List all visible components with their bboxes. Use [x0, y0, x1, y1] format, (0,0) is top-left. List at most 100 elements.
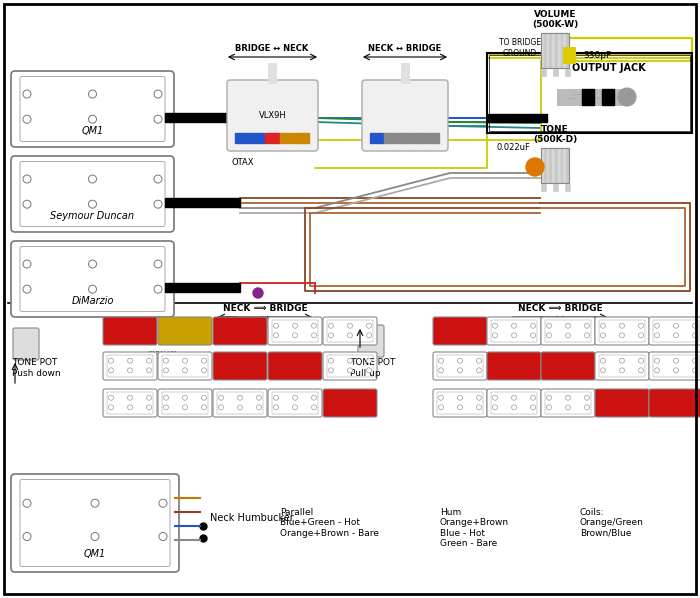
Circle shape [477, 368, 482, 373]
Circle shape [493, 405, 498, 410]
Bar [412, 133, 425, 143]
Circle shape [584, 333, 589, 338]
Circle shape [638, 324, 643, 328]
FancyBboxPatch shape [268, 317, 322, 345]
Circle shape [367, 368, 372, 373]
Circle shape [183, 358, 188, 363]
Bar [402, 65, 408, 83]
Bar [550, 148, 552, 183]
Circle shape [23, 90, 31, 98]
Circle shape [159, 499, 167, 507]
Circle shape [23, 260, 31, 268]
Bar [280, 133, 294, 143]
Circle shape [237, 405, 242, 410]
Circle shape [274, 395, 279, 400]
Bar [565, 184, 570, 191]
Circle shape [458, 368, 463, 373]
Circle shape [347, 324, 353, 328]
Circle shape [312, 395, 316, 400]
Circle shape [620, 358, 624, 363]
FancyBboxPatch shape [433, 317, 487, 345]
Text: PARALLEL
CONNECTED: PARALLEL CONNECTED [143, 351, 183, 362]
Circle shape [183, 395, 188, 400]
Circle shape [601, 324, 606, 328]
FancyBboxPatch shape [13, 328, 39, 360]
Bar [165, 113, 240, 122]
Circle shape [154, 175, 162, 183]
Circle shape [293, 405, 297, 410]
Circle shape [654, 368, 659, 373]
FancyBboxPatch shape [541, 352, 595, 380]
FancyBboxPatch shape [433, 352, 487, 380]
Circle shape [692, 333, 697, 338]
Circle shape [154, 115, 162, 123]
FancyBboxPatch shape [599, 355, 645, 377]
FancyBboxPatch shape [158, 317, 212, 345]
Circle shape [256, 405, 262, 410]
Circle shape [601, 358, 606, 363]
Text: Parallel
Blue+Green - Hot
Orange+Brown - Bare: Parallel Blue+Green - Hot Orange+Brown -… [280, 508, 379, 538]
Bar [558, 148, 561, 183]
Bar [555, 33, 558, 68]
Circle shape [547, 333, 552, 338]
FancyBboxPatch shape [213, 352, 267, 380]
Circle shape [477, 395, 482, 400]
Circle shape [620, 368, 624, 373]
Circle shape [23, 115, 31, 123]
Circle shape [108, 368, 113, 373]
Bar [426, 133, 439, 143]
Bar [487, 114, 547, 122]
Circle shape [127, 368, 132, 373]
Text: VLX9H: VLX9H [258, 111, 286, 120]
Circle shape [493, 333, 498, 338]
Bar [250, 133, 264, 143]
FancyBboxPatch shape [323, 352, 377, 380]
FancyBboxPatch shape [217, 392, 263, 414]
FancyBboxPatch shape [437, 355, 483, 377]
Circle shape [566, 395, 570, 400]
FancyBboxPatch shape [327, 355, 373, 377]
FancyBboxPatch shape [158, 389, 212, 417]
Circle shape [526, 158, 544, 176]
Bar [541, 184, 546, 191]
Bar [561, 33, 564, 68]
Bar [544, 33, 547, 68]
Circle shape [164, 395, 169, 400]
Circle shape [477, 405, 482, 410]
Bar [541, 148, 544, 183]
Circle shape [547, 395, 552, 400]
Circle shape [438, 368, 444, 373]
Bar [566, 33, 569, 68]
FancyBboxPatch shape [541, 389, 595, 417]
FancyBboxPatch shape [103, 317, 157, 345]
Text: TONE POT
Push down: TONE POT Push down [12, 358, 61, 378]
FancyBboxPatch shape [649, 317, 700, 345]
FancyBboxPatch shape [541, 317, 595, 345]
FancyBboxPatch shape [268, 352, 322, 380]
Circle shape [566, 333, 570, 338]
Circle shape [584, 395, 589, 400]
Circle shape [493, 395, 498, 400]
Text: OTAX: OTAX [232, 158, 255, 167]
Bar [270, 65, 276, 83]
Circle shape [512, 324, 517, 328]
Bar [401, 63, 409, 83]
Bar [541, 148, 569, 183]
FancyBboxPatch shape [491, 320, 537, 342]
Bar [370, 133, 383, 143]
Circle shape [23, 200, 31, 208]
Circle shape [531, 395, 536, 400]
Circle shape [620, 324, 624, 328]
Circle shape [638, 333, 643, 338]
Circle shape [88, 115, 97, 123]
Circle shape [584, 405, 589, 410]
FancyBboxPatch shape [213, 317, 267, 345]
Circle shape [127, 358, 132, 363]
Bar [555, 148, 558, 183]
FancyBboxPatch shape [213, 389, 267, 417]
FancyBboxPatch shape [20, 77, 165, 142]
Circle shape [23, 175, 31, 183]
Circle shape [692, 358, 697, 363]
Circle shape [673, 333, 678, 338]
Bar [547, 33, 550, 68]
